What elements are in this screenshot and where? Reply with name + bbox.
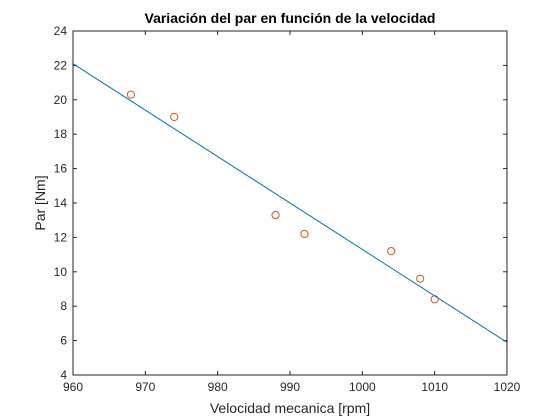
data-point: [271, 210, 280, 220]
x-tick-label: 970: [135, 380, 155, 394]
y-tick-label: 4: [60, 368, 67, 382]
y-tick-label: 14: [54, 196, 68, 210]
plot-series: [72, 63, 508, 343]
data-point: [300, 229, 309, 239]
data-point: [387, 247, 396, 256]
y-tick-label: 20: [54, 93, 68, 107]
y-tick-label: 12: [54, 230, 68, 244]
data-point: [170, 112, 179, 122]
x-tick-label: 1020: [494, 380, 521, 394]
y-tick-label: 6: [60, 334, 67, 348]
x-axis-label: Velocidad mecanica [rpm]: [210, 400, 370, 416]
y-axis-ticks: 4 6 8 10 12 14 16 18 20 22 24: [54, 24, 507, 382]
data-point: [126, 90, 135, 99]
y-tick-label: 8: [60, 299, 67, 313]
x-tick-label: 1000: [349, 380, 376, 394]
y-axis-label: Par [Nm]: [32, 175, 48, 230]
y-tick-label: 18: [54, 127, 68, 141]
y-tick-label: 16: [54, 162, 68, 176]
axes-box: [72, 30, 508, 376]
y-tick-label: 22: [54, 58, 68, 72]
x-axis-ticks: 960 970 980 990 1000 1010 1020: [63, 31, 521, 394]
x-tick-label: 1010: [421, 380, 448, 394]
x-tick-label: 960: [63, 380, 83, 394]
x-tick-label: 980: [208, 380, 228, 394]
fit-line: [72, 63, 508, 343]
data-point: [416, 274, 425, 283]
x-tick-label: 990: [280, 380, 300, 394]
chart-title: Variación del par en función de la veloc…: [145, 10, 436, 26]
y-tick-label: 10: [54, 265, 68, 279]
y-tick-label: 24: [54, 24, 68, 38]
